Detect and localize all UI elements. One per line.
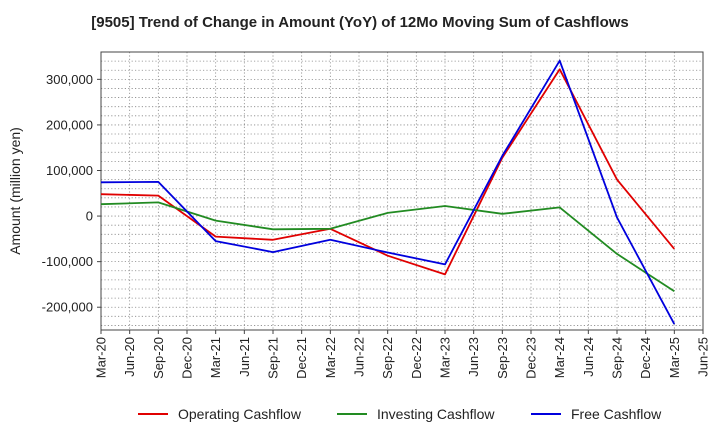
x-tick-label: Sep-23 — [495, 337, 510, 379]
series-lines — [100, 59, 676, 325]
y-tick-label: -100,000 — [42, 254, 93, 269]
x-tick-label: Sep-22 — [380, 337, 395, 379]
grid — [100, 51, 704, 330]
x-tick-label: Jun-23 — [466, 337, 481, 377]
x-tick-label: Jun-24 — [581, 337, 596, 377]
y-tick-label: 300,000 — [46, 72, 93, 87]
series-line-operating-cashflow — [100, 68, 675, 276]
x-tick-label: Mar-20 — [94, 337, 109, 378]
x-tick-label: Mar-22 — [323, 337, 338, 378]
x-tick-label: Mar-23 — [438, 337, 453, 378]
x-tick-label: Sep-20 — [151, 337, 166, 379]
legend-label: Operating Cashflow — [178, 406, 302, 422]
y-tick-label: 200,000 — [46, 117, 93, 132]
x-tick-label: Jun-20 — [122, 337, 137, 377]
y-tick-label: -200,000 — [42, 300, 93, 315]
series-line-free-cashflow — [100, 59, 676, 325]
y-tick-label: 0 — [86, 209, 93, 224]
x-tick-label: Jun-22 — [352, 337, 367, 377]
x-tick-label: Mar-24 — [552, 337, 567, 378]
x-tick-label: Dec-22 — [409, 337, 424, 379]
x-tick-label: Sep-24 — [610, 337, 625, 379]
x-tick-label: Jun-21 — [237, 337, 252, 377]
x-tick-label: Dec-24 — [638, 337, 653, 379]
legend-label: Free Cashflow — [571, 406, 662, 422]
y-tick-label: 100,000 — [46, 163, 93, 178]
legend-label: Investing Cashflow — [377, 406, 495, 422]
plot-frame — [100, 51, 704, 331]
x-tick-label: Dec-21 — [294, 337, 309, 379]
x-tick-label: Dec-23 — [524, 337, 539, 379]
legend: Operating Cashflow Investing Cashflow Free… — [138, 406, 662, 422]
x-tick-label: Mar-25 — [667, 337, 682, 378]
x-tick-label: Sep-21 — [266, 337, 281, 379]
series-line-investing-cashflow — [100, 201, 675, 293]
plot-area — [101, 52, 703, 330]
x-tick-label: Dec-20 — [180, 337, 195, 379]
x-tick-label: Jun-25 — [696, 337, 711, 377]
chart-title: [9505] Trend of Change in Amount (YoY) o… — [91, 14, 629, 31]
y-axis-label: Amount (million yen) — [7, 127, 23, 255]
x-tick-label: Mar-21 — [208, 337, 223, 378]
axes: -200,000 -100,000 0 100,000 200,000 300,000 Ma… — [7, 51, 711, 379]
